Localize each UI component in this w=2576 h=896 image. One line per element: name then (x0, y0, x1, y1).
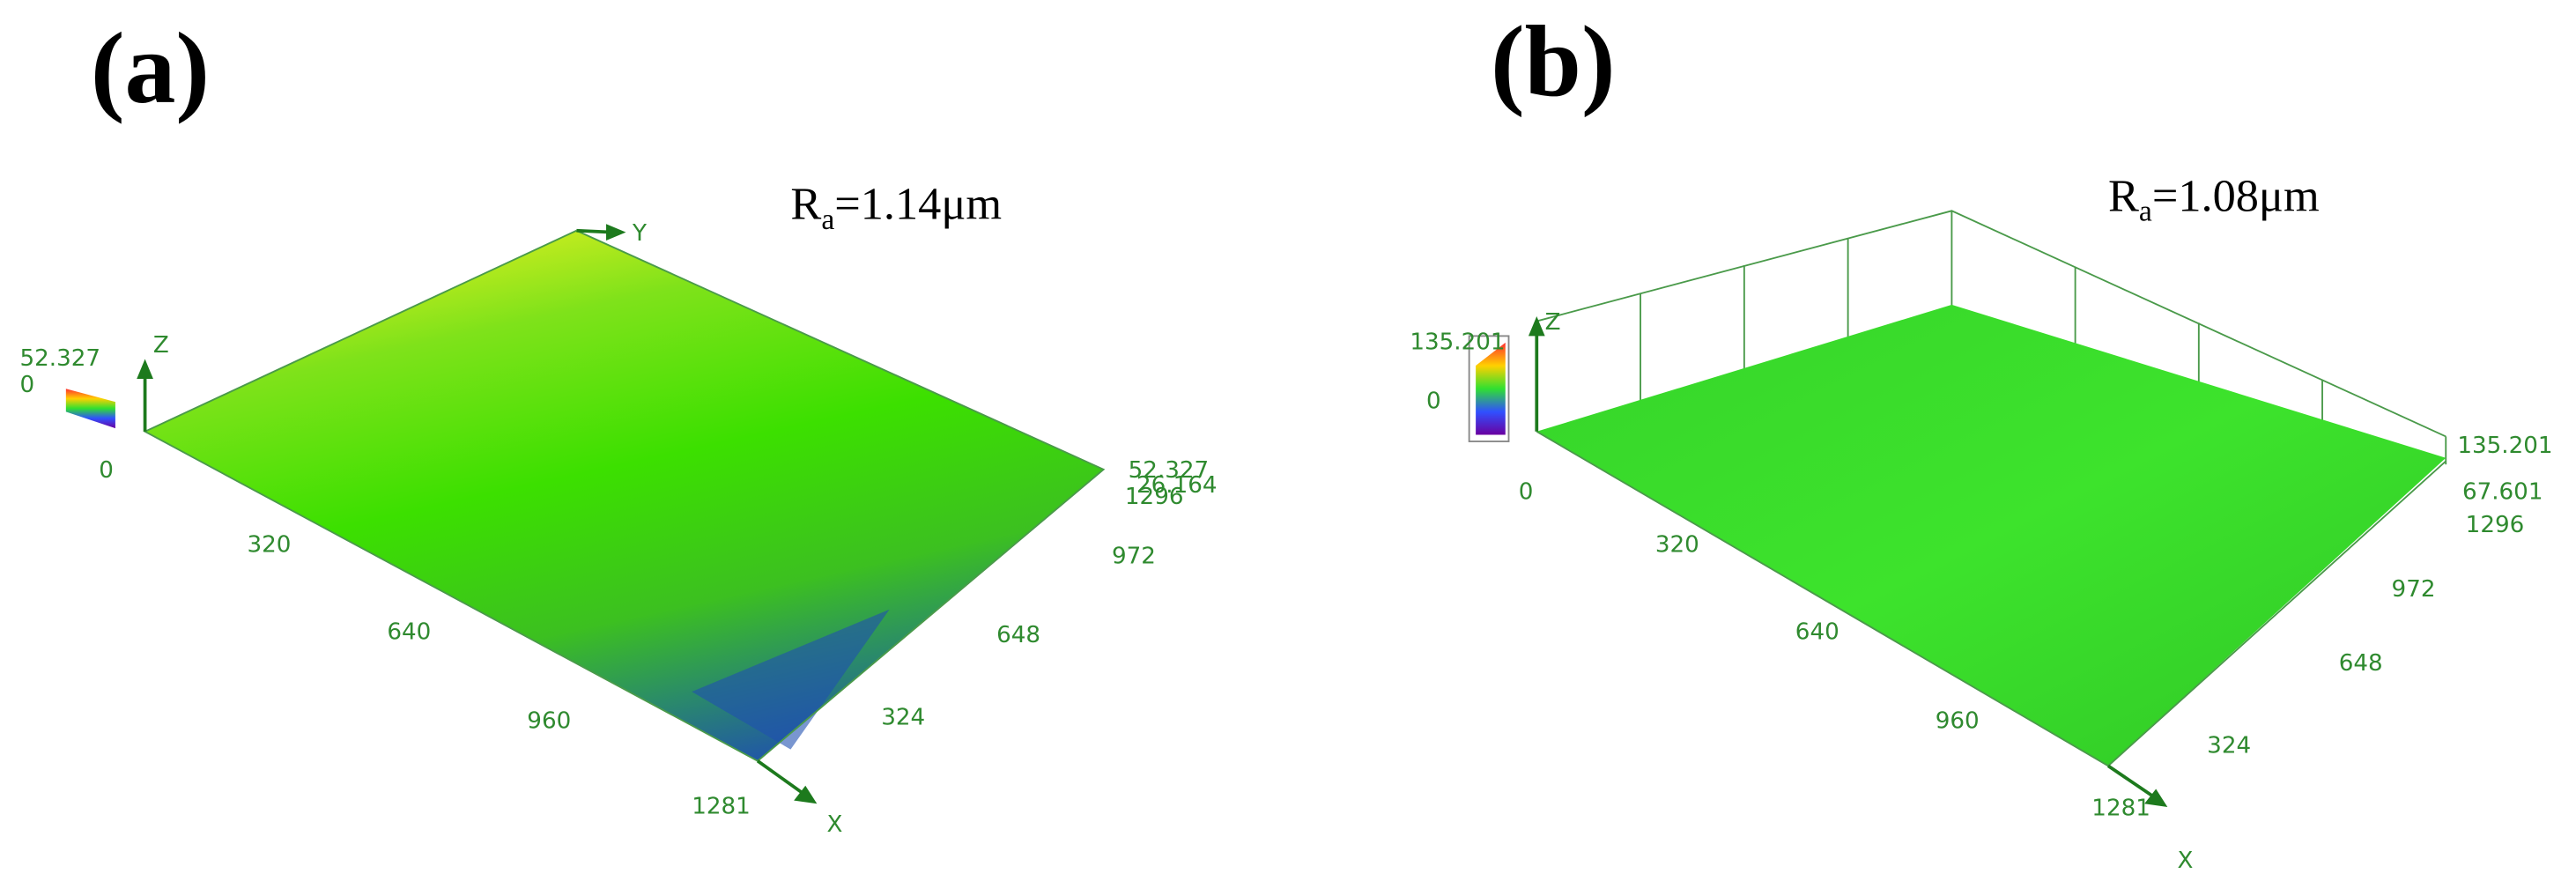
panel-label: (a) (91, 12, 210, 125)
arrow (606, 224, 626, 241)
x-tick-label: 1281 (692, 794, 751, 820)
z-tick-label: 52.327 (1129, 457, 1210, 484)
roughness-symbol: R (2108, 170, 2139, 221)
color-scale (65, 389, 115, 429)
x-tick-label: 960 (527, 707, 571, 734)
y-tick-label: 1296 (2466, 512, 2525, 538)
z-tick-label: 135.201 (2457, 433, 2552, 459)
panel-b: (b) Ra=1.08μm Z X 135.201 0 0 320 640 96… (1410, 5, 2552, 874)
x-tick-label: 960 (1936, 707, 1980, 734)
color-scale-max: 135.201 (1410, 329, 1505, 355)
axis-label: Y (632, 220, 648, 247)
roughness-value: =1.08μm (2152, 170, 2320, 221)
x-tick-label: 320 (1655, 531, 1699, 558)
roughness-subscript: a (821, 204, 834, 236)
y-tick-label: 648 (996, 622, 1040, 648)
x-tick-label: 640 (387, 618, 431, 645)
z-tick-label: 26.164 (1136, 472, 1218, 499)
color-scale-min: 0 (1426, 389, 1441, 415)
y-tick-label: 648 (2339, 650, 2383, 677)
axis-label: X (827, 811, 843, 838)
panel-a: (a) Ra=1.14μm Z Y X 52.327 0 0 320 640 9… (19, 12, 1217, 838)
roughness-symbol: R (790, 179, 821, 230)
surface (1536, 304, 2446, 766)
color-scale (1476, 342, 1506, 435)
surface-shade (692, 609, 890, 750)
roughness: Ra=1.14μm (790, 179, 1002, 236)
roughness: Ra=1.08μm (2108, 170, 2320, 227)
axis-label: X (2178, 848, 2194, 874)
arrow (137, 359, 153, 379)
arrow (1528, 315, 1545, 337)
x-tick-label: 1281 (2091, 795, 2150, 821)
arrow (2144, 789, 2168, 808)
y-tick-label: 324 (2207, 732, 2251, 759)
z-tick-label: 67.601 (2462, 478, 2543, 505)
color-scale-max: 52.327 (19, 345, 100, 372)
y-tick-label: 972 (1112, 543, 1156, 569)
y-tick-label: 1296 (1125, 484, 1184, 510)
axis-label: Z (153, 332, 169, 359)
x-tick-label: 640 (1795, 618, 1839, 645)
x-tick-label: 0 (99, 457, 114, 484)
color-scale-min: 0 (19, 372, 34, 398)
x-tick-label: 320 (247, 531, 291, 558)
x-axis (2106, 764, 2156, 799)
x-axis (756, 759, 805, 796)
y-tick-label: 972 (2392, 576, 2436, 603)
arrow (794, 785, 818, 804)
axis-label: Z (1545, 309, 1561, 336)
roughness-subscript: a (2139, 196, 2152, 228)
panel-label: (b) (1491, 5, 1616, 118)
x-tick-label: 0 (1519, 478, 1534, 505)
y-tick-label: 324 (881, 705, 925, 731)
roughness-value: =1.14μm (834, 179, 1002, 230)
surface (144, 230, 1104, 761)
